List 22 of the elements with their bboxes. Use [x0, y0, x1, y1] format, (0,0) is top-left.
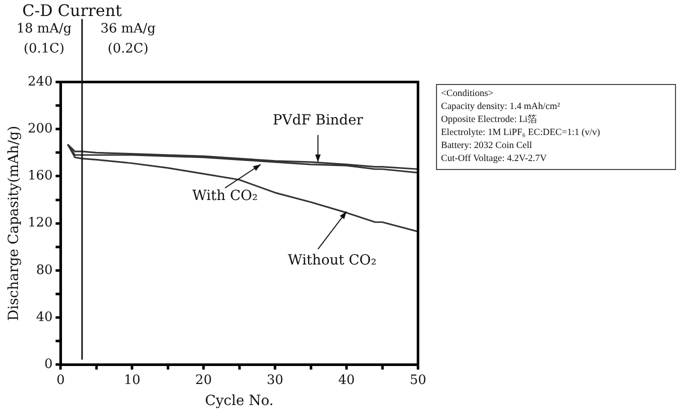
y-tick-label: 40	[36, 310, 53, 325]
text: 36 mA/g (0.2C)	[100, 21, 156, 56]
text: 18 mA/g (0.1C)	[16, 21, 72, 56]
text: PVdF Binder	[272, 112, 364, 128]
x-tick-label: 40	[338, 372, 355, 388]
y-tick-label: 200	[28, 121, 53, 136]
x-tick-label: 30	[266, 372, 284, 388]
x-tick-label: 10	[124, 372, 140, 388]
text: Without CO₂	[288, 252, 377, 269]
text: <Conditions> Capacity density: 1.4 mAh/cm² Opposite Electrode: Li箔 Electrolyte: 1M LiPF₆ EC:DEC=1:1 (v/v) Battery: 2032 Coin Cell Cut-Off Voltage: 4.2V-2.7V	[436, 84, 676, 170]
x-tick-label: 20	[195, 372, 212, 388]
series-label: With CO₂	[192, 188, 258, 204]
y-axis-title: Discharge Capasity(mAh/g)	[6, 126, 22, 321]
y-tick-label: 240	[28, 74, 53, 90]
y-tick-label: 80	[36, 262, 53, 278]
x-tick-label: 0	[56, 372, 65, 388]
y-tick-label: 120	[28, 216, 53, 231]
y-tick-label: 160	[28, 168, 53, 184]
chart-title: C-D Current	[22, 1, 122, 20]
x-axis-title: Cycle No.	[205, 393, 274, 410]
x-tick-label: 50	[410, 372, 426, 388]
y-tick-label: 0	[44, 356, 53, 372]
